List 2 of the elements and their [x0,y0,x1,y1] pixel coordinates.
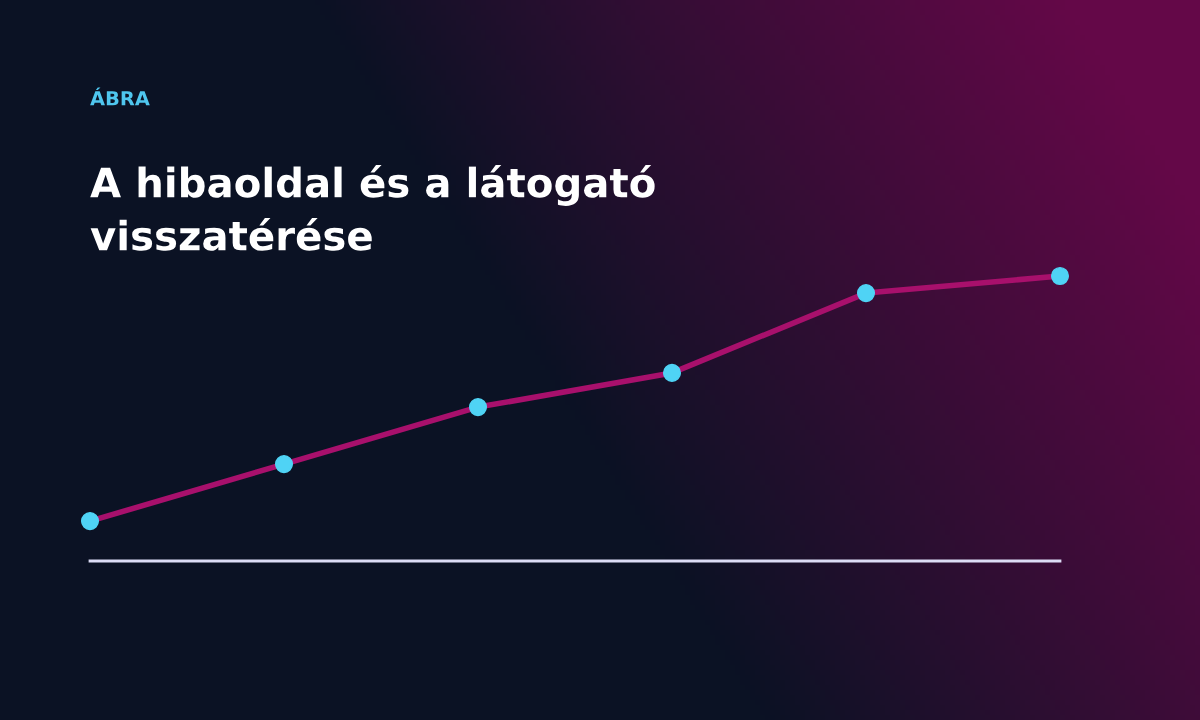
chart-title: A hibaoldal és a látogató visszatérése [90,165,655,251]
chart-subtitle: ÁBRA [90,87,150,106]
